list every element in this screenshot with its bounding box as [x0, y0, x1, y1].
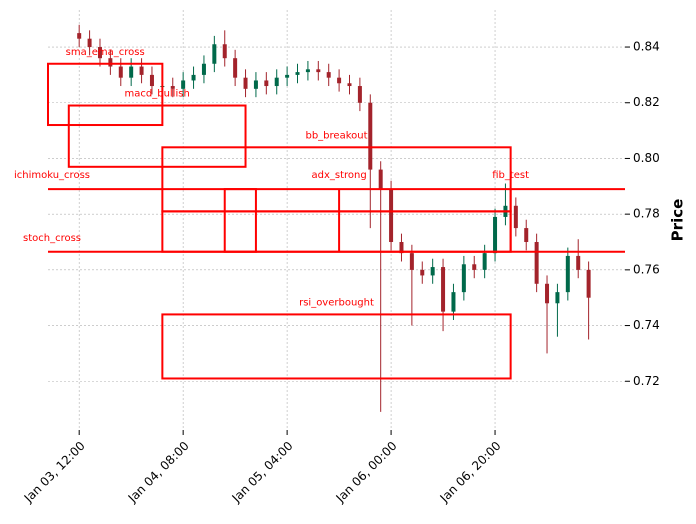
annotation-label: fib_test [492, 170, 529, 181]
annotation-label: bb_breakout [305, 130, 367, 141]
candle-body [222, 44, 227, 59]
candle-body [461, 264, 466, 293]
y-axis-label: Price [669, 199, 687, 242]
candle-body [555, 292, 560, 304]
y-tick-label: 0.72 [633, 374, 660, 388]
candle-body [524, 228, 529, 243]
candle-body [170, 86, 175, 89]
candle-body [378, 169, 383, 190]
candle-body [212, 44, 217, 64]
candle-body [513, 205, 518, 229]
annotation-label: rsi_overbought [299, 297, 374, 308]
candle-body [482, 253, 487, 270]
y-tick-label: 0.76 [633, 262, 660, 276]
candle-body [181, 80, 186, 89]
candle-body [285, 74, 290, 78]
candle-body [347, 83, 352, 87]
candle-body [295, 72, 300, 75]
annotation-box [47, 62, 164, 127]
y-tick-label: 0.78 [633, 207, 660, 221]
x-tick-label: Jan 06, 00:00 [333, 439, 400, 506]
candle-body [77, 33, 82, 39]
annotation-box [161, 210, 512, 253]
candle-body [368, 102, 373, 170]
candle-body [399, 242, 404, 254]
y-tick-label: 0.82 [633, 95, 660, 109]
candle-body [264, 80, 269, 87]
annotation-label: sma_ema_cross [66, 47, 145, 58]
candle-body [565, 255, 570, 293]
x-tick-label: Jan 05, 04:00 [229, 439, 296, 506]
candle-body [337, 77, 342, 84]
candle-body [233, 58, 238, 78]
candle-body [409, 253, 414, 270]
candle-body [326, 72, 331, 78]
candle-body [108, 58, 113, 67]
candle-body [441, 267, 446, 312]
candle-body [191, 74, 196, 81]
x-tick-label: Jan 03, 12:00 [21, 439, 88, 506]
candle-body [129, 66, 134, 78]
candle-body [389, 189, 394, 243]
candle-body [545, 283, 550, 304]
annotation-label: macd_bullish [125, 89, 190, 100]
candle-body [420, 269, 425, 276]
annotation-box [223, 188, 257, 253]
candle-body [97, 47, 102, 59]
candle-body [139, 66, 144, 75]
candle-body [87, 38, 92, 48]
candle-body [201, 63, 206, 75]
annotation-box [161, 313, 512, 380]
candle-body [451, 292, 456, 312]
y-tick-label: 0.84 [633, 40, 660, 54]
y-tick-label: 0.74 [633, 318, 660, 332]
candle-body [316, 69, 321, 73]
x-tick-label: Jan 06, 20:00 [437, 439, 504, 506]
annotation-label: ichimoku_cross [14, 170, 90, 181]
candle-body [118, 66, 123, 78]
candle-body [534, 242, 539, 284]
candle-body [472, 264, 477, 270]
candle-body [430, 267, 435, 276]
y-tick-label: 0.80 [633, 151, 660, 165]
candle-body [586, 269, 591, 298]
x-tick-label: Jan 04, 08:00 [125, 439, 192, 506]
annotation-label: adx_strong [311, 170, 366, 181]
candle-body [253, 80, 258, 89]
candle-body [493, 216, 498, 254]
candle-body [274, 77, 279, 87]
candle-body [357, 86, 362, 103]
annotation-label: stoch_cross [23, 233, 81, 244]
candle-body [149, 74, 154, 87]
candle-body [576, 255, 581, 270]
candle-body [305, 69, 310, 73]
annotation-box [67, 104, 247, 168]
candle-body [243, 77, 248, 89]
